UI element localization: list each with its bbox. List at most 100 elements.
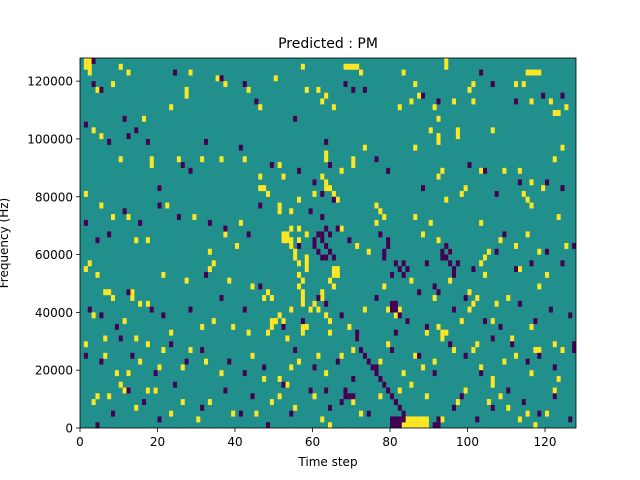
heatmap-cell-high <box>180 364 185 371</box>
heatmap-cell-high <box>83 190 88 197</box>
plot-area <box>79 57 577 429</box>
heatmap-cell-low <box>227 358 232 365</box>
heatmap-cell-high <box>436 133 441 140</box>
heatmap-cell-high <box>262 375 267 382</box>
heatmap-cell-low <box>494 190 499 197</box>
heatmap-cell-high <box>149 156 154 163</box>
heatmap-cell-high <box>95 271 100 278</box>
heatmap-cell-high <box>545 271 550 278</box>
heatmap-cell-low <box>107 231 112 238</box>
heatmap-cell-high <box>463 387 468 394</box>
heatmap-cell-low <box>297 167 302 174</box>
heatmap-cell-low <box>250 393 255 400</box>
heatmap-cell-high <box>300 323 305 330</box>
heatmap-cell-high <box>196 416 201 423</box>
y-tick-label: 80000 <box>35 190 73 204</box>
heatmap-cell-low <box>467 162 472 168</box>
heatmap-cell-high <box>405 416 410 423</box>
heatmap-cell-low <box>293 115 298 122</box>
heatmap-cell-low <box>560 92 565 99</box>
heatmap-cell-low <box>545 248 550 255</box>
heatmap-cell-high <box>424 416 429 423</box>
heatmap-cell-low <box>200 347 205 353</box>
heatmap-cell-high <box>432 104 437 111</box>
heatmap-cell-high <box>219 370 224 377</box>
heatmap-cell-high <box>475 295 480 301</box>
heatmap-cell-high <box>475 341 480 348</box>
heatmap-cell-high <box>335 271 340 278</box>
heatmap-cell-high <box>103 289 108 296</box>
heatmap-cell-high <box>328 185 333 192</box>
heatmap-cell-low <box>393 306 398 313</box>
heatmap-cell-high <box>514 243 519 249</box>
heatmap-cell-low <box>374 295 379 301</box>
y-tick-label: 20000 <box>35 364 73 378</box>
heatmap-cell-high <box>393 312 398 319</box>
heatmap-cell-low <box>397 416 402 423</box>
heatmap-cell-high <box>304 323 309 330</box>
heatmap-cell-high <box>300 329 305 336</box>
heatmap-cell-low <box>390 422 395 429</box>
heatmap-cell-low <box>126 387 131 394</box>
heatmap-cell-low <box>362 86 367 93</box>
heatmap-cell-high <box>533 69 538 76</box>
heatmap-cell-high <box>421 416 426 423</box>
heatmap-cell-low <box>405 266 410 273</box>
heatmap-cell-high <box>382 214 387 221</box>
heatmap-cell-high <box>297 260 302 267</box>
heatmap-cell-high <box>235 243 240 249</box>
heatmap-cell-low <box>452 306 457 313</box>
heatmap-cell-high <box>103 335 108 342</box>
heatmap-cell-low <box>328 231 333 238</box>
heatmap-cell-high <box>145 387 150 394</box>
heatmap-cell-low <box>390 393 395 400</box>
heatmap-cell-low <box>452 266 457 273</box>
heatmap-cell-low <box>335 225 340 232</box>
heatmap-cell-high <box>498 393 503 400</box>
heatmap-cell-high <box>184 86 189 93</box>
heatmap-cell-low <box>324 387 329 394</box>
heatmap-cell-low <box>188 167 193 174</box>
heatmap-cell-low <box>455 260 460 267</box>
heatmap-cell-high <box>83 58 88 64</box>
heatmap-cell-low <box>149 306 154 313</box>
heatmap-cell-high <box>99 133 104 140</box>
heatmap-cell-high <box>328 318 333 325</box>
heatmap-cell-high <box>207 248 212 255</box>
heatmap-cell-high <box>525 231 530 238</box>
heatmap-cell-high <box>521 81 526 88</box>
x-tick-label: 100 <box>456 435 479 449</box>
heatmap-cell-high <box>91 312 96 319</box>
heatmap-cell-high <box>479 219 484 226</box>
heatmap-cell-high <box>324 156 329 163</box>
heatmap-cell-low <box>386 243 391 249</box>
heatmap-cell-low <box>483 167 488 174</box>
heatmap-cell-high <box>83 341 88 348</box>
heatmap-cell-low <box>390 306 395 313</box>
heatmap-cell-low <box>393 300 398 307</box>
heatmap-cell-high <box>176 156 181 163</box>
heatmap-cell-high <box>145 341 150 348</box>
heatmap-cell-high <box>258 173 263 180</box>
heatmap-cell-low <box>572 243 577 249</box>
heatmap-cell-low <box>238 144 243 151</box>
heatmap-cell-high <box>413 352 418 359</box>
heatmap-cell-high <box>297 271 302 278</box>
heatmap-cell-high <box>328 329 333 336</box>
heatmap-cell-low <box>517 300 522 307</box>
heatmap-cell-high <box>83 63 88 70</box>
heatmap-cell-high <box>529 370 534 377</box>
heatmap-cell-high <box>428 219 433 226</box>
heatmap-cell-low <box>514 98 519 105</box>
heatmap-cell-low <box>421 185 426 192</box>
heatmap-cell-low <box>83 219 88 226</box>
heatmap-cell-low <box>448 248 453 255</box>
heatmap-cell-low <box>219 75 224 82</box>
heatmap-cell-high <box>277 208 282 215</box>
heatmap-cell-high <box>142 115 147 122</box>
heatmap-cell-high <box>87 260 92 267</box>
heatmap-cell-high <box>444 58 449 64</box>
heatmap-cell-low <box>312 179 317 186</box>
heatmap-cell-low <box>266 422 271 429</box>
heatmap-cell-low <box>99 312 104 319</box>
